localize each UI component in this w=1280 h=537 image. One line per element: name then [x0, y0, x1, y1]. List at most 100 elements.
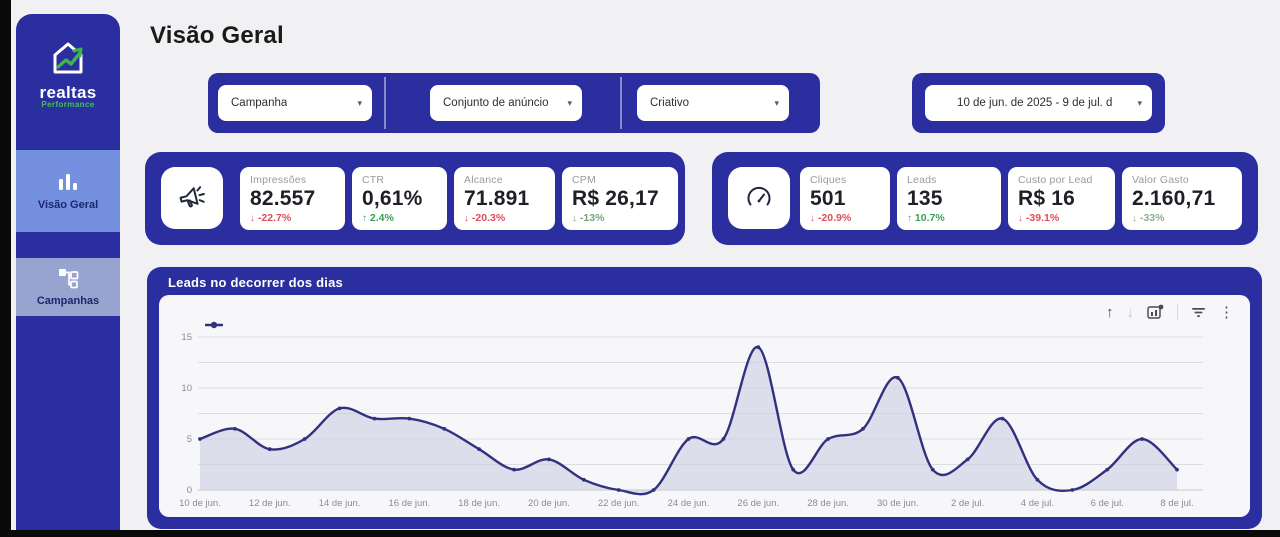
kpi-value: 2.160,71 — [1132, 187, 1216, 210]
svg-text:18 de jun.: 18 de jun. — [458, 498, 500, 509]
svg-text:28 de jun.: 28 de jun. — [807, 498, 849, 509]
date-range-bar: 10 de jun. de 2025 - 9 de jul. d ▾ — [912, 73, 1165, 133]
svg-text:12 de jun.: 12 de jun. — [249, 498, 291, 509]
svg-text:20 de jun.: 20 de jun. — [528, 498, 570, 509]
page-title: Visão Geral — [150, 22, 284, 49]
trend-down-icon: ↓ — [250, 213, 255, 224]
trend-down-icon: ↓ — [810, 213, 815, 224]
move-up-icon[interactable]: ↑ — [1106, 303, 1114, 321]
kpi-delta: ↓ -22.7% — [250, 212, 292, 224]
kpi-label: Leads — [907, 174, 937, 186]
sidebar: realtas Performance Visão Geral Campanha… — [16, 14, 120, 530]
kpi-label: Impressões — [250, 174, 307, 186]
kpi-label: Alcance — [464, 174, 503, 186]
gauge-icon — [747, 186, 771, 206]
leads-line-chart: 0 5 10 15 10 de jun. 12 de jun. 14 de jun. 16 d… — [179, 321, 1203, 509]
kpi-value: R$ 26,17 — [572, 187, 659, 210]
svg-text:2 de jul.: 2 de jul. — [951, 498, 984, 509]
adset-filter-dropdown[interactable]: Conjunto de anúncio ▾ — [430, 85, 582, 121]
kpi-value: 135 — [907, 187, 943, 210]
kpi-card-list: Cliques 501 ↓ -20.9% Leads 135 ↑ 10.7% Custo p… — [800, 167, 1242, 230]
kpi-card-cliques: Cliques 501 ↓ -20.9% — [800, 167, 890, 230]
svg-text:4 de jul.: 4 de jul. — [1021, 498, 1054, 509]
logo: realtas Performance — [16, 38, 120, 109]
creative-filter-dropdown[interactable]: Criativo ▾ — [637, 85, 789, 121]
trend-down-icon: ↓ — [572, 213, 577, 224]
screen-edge-left — [0, 0, 11, 537]
kpi-label: Custo por Lead — [1018, 174, 1093, 186]
trend-down-icon: ↓ — [1132, 213, 1137, 224]
svg-text:30 de jun.: 30 de jun. — [877, 498, 919, 509]
sidebar-item-label: Campanhas — [36, 295, 100, 307]
kpi-group-conversion: Cliques 501 ↓ -20.9% Leads 135 ↑ 10.7% Custo p… — [712, 152, 1258, 245]
kpi-value: 82.557 — [250, 187, 316, 210]
kpi-card-valor-gasto: Valor Gasto 2.160,71 ↓ -33% — [1122, 167, 1242, 230]
filter-divider — [620, 77, 622, 129]
trend-up-icon: ↑ — [907, 213, 912, 224]
svg-text:8 de jul.: 8 de jul. — [1160, 498, 1193, 509]
svg-text:6 de jul.: 6 de jul. — [1091, 498, 1124, 509]
filter-divider — [384, 77, 386, 129]
kpi-delta: ↓ -13% — [572, 212, 605, 224]
sidebar-item-campanhas[interactable]: Campanhas — [16, 258, 120, 316]
kpi-card-leads: Leads 135 ↑ 10.7% — [897, 167, 1001, 230]
logo-subtitle: Performance — [41, 100, 95, 109]
date-range-picker[interactable]: 10 de jun. de 2025 - 9 de jul. d ▾ — [925, 85, 1152, 121]
chevron-down-icon: ▾ — [774, 97, 779, 108]
svg-text:22 de jun.: 22 de jun. — [598, 498, 640, 509]
svg-text:5: 5 — [187, 434, 192, 445]
trend-up-icon: ↑ — [362, 213, 367, 224]
realtas-logo-icon — [53, 42, 83, 74]
kpi-value: 0,61% — [362, 187, 423, 210]
kpi-card-ctr: CTR 0,61% ↑ 2.4% — [352, 167, 447, 230]
sitemap-icon — [59, 269, 79, 289]
megaphone-icon — [179, 186, 205, 208]
kpi-card-list: Impressões 82.557 ↓ -22.7% CTR 0,61% ↑ 2.4% Al… — [240, 167, 678, 230]
kpi-card-cpm: CPM R$ 26,17 ↓ -13% — [562, 167, 678, 230]
chevron-down-icon: ▾ — [567, 97, 572, 108]
campaign-filter-dropdown[interactable]: Campanha ▾ — [218, 85, 372, 121]
chevron-down-icon: ▾ — [357, 97, 362, 108]
chart-toolbar: ↑ ↓ ⋮ — [1106, 301, 1234, 323]
bar-chart-icon — [59, 174, 77, 190]
more-options-icon[interactable]: ⋮ — [1219, 303, 1234, 321]
screen-edge-bottom — [0, 530, 1280, 537]
kpi-card-impressoes: Impressões 82.557 ↓ -22.7% — [240, 167, 345, 230]
kpi-delta: ↓ -20.9% — [810, 212, 852, 224]
kpi-group-awareness: Impressões 82.557 ↓ -22.7% CTR 0,61% ↑ 2.4% Al… — [145, 152, 685, 245]
svg-text:26 de jun.: 26 de jun. — [737, 498, 779, 509]
toolbar-divider — [1177, 304, 1178, 320]
svg-text:16 de jun.: 16 de jun. — [388, 498, 430, 509]
kpi-value: 501 — [810, 187, 846, 210]
kpi-delta: ↑ 2.4% — [362, 212, 394, 224]
kpi-group-icon-card — [728, 167, 790, 229]
kpi-group-icon-card — [161, 167, 223, 229]
kpi-delta: ↓ -33% — [1132, 212, 1165, 224]
kpi-label: CPM — [572, 174, 596, 186]
svg-text:10: 10 — [181, 383, 192, 394]
date-range-label: 10 de jun. de 2025 - 9 de jul. d — [957, 97, 1113, 109]
kpi-value: 71.891 — [464, 187, 530, 210]
sidebar-item-visao-geral[interactable]: Visão Geral — [16, 150, 120, 232]
kpi-label: Cliques — [810, 174, 847, 186]
leads-chart-panel: Leads no decorrer dos dias ↑ ↓ — [147, 267, 1262, 529]
trend-down-icon: ↓ — [464, 213, 469, 224]
trend-down-icon: ↓ — [1018, 213, 1023, 224]
move-down-icon[interactable]: ↓ — [1126, 303, 1135, 321]
kpi-delta: ↓ -39.1% — [1018, 212, 1060, 224]
filter-bar: Campanha ▾ Conjunto de anúncio ▾ Criativ… — [208, 73, 820, 133]
kpi-delta: ↑ 10.7% — [907, 212, 945, 224]
series-legend-marker — [205, 321, 223, 329]
kpi-label: Valor Gasto — [1132, 174, 1189, 186]
kpi-card-custo-por-lead: Custo por Lead R$ 16 ↓ -39.1% — [1008, 167, 1115, 230]
svg-text:24 de jun.: 24 de jun. — [668, 498, 710, 509]
kpi-label: CTR — [362, 174, 385, 186]
filter-icon[interactable] — [1191, 306, 1206, 319]
kpi-delta: ↓ -20.3% — [464, 212, 506, 224]
creative-filter-label: Criativo — [650, 97, 689, 109]
chart-plot-area: ↑ ↓ ⋮ 0 5 10 15 10 de jun. 12 de jun — [159, 295, 1250, 517]
chart-settings-icon[interactable] — [1147, 304, 1164, 320]
svg-text:10 de jun.: 10 de jun. — [179, 498, 221, 509]
chevron-down-icon: ▾ — [1137, 97, 1142, 108]
